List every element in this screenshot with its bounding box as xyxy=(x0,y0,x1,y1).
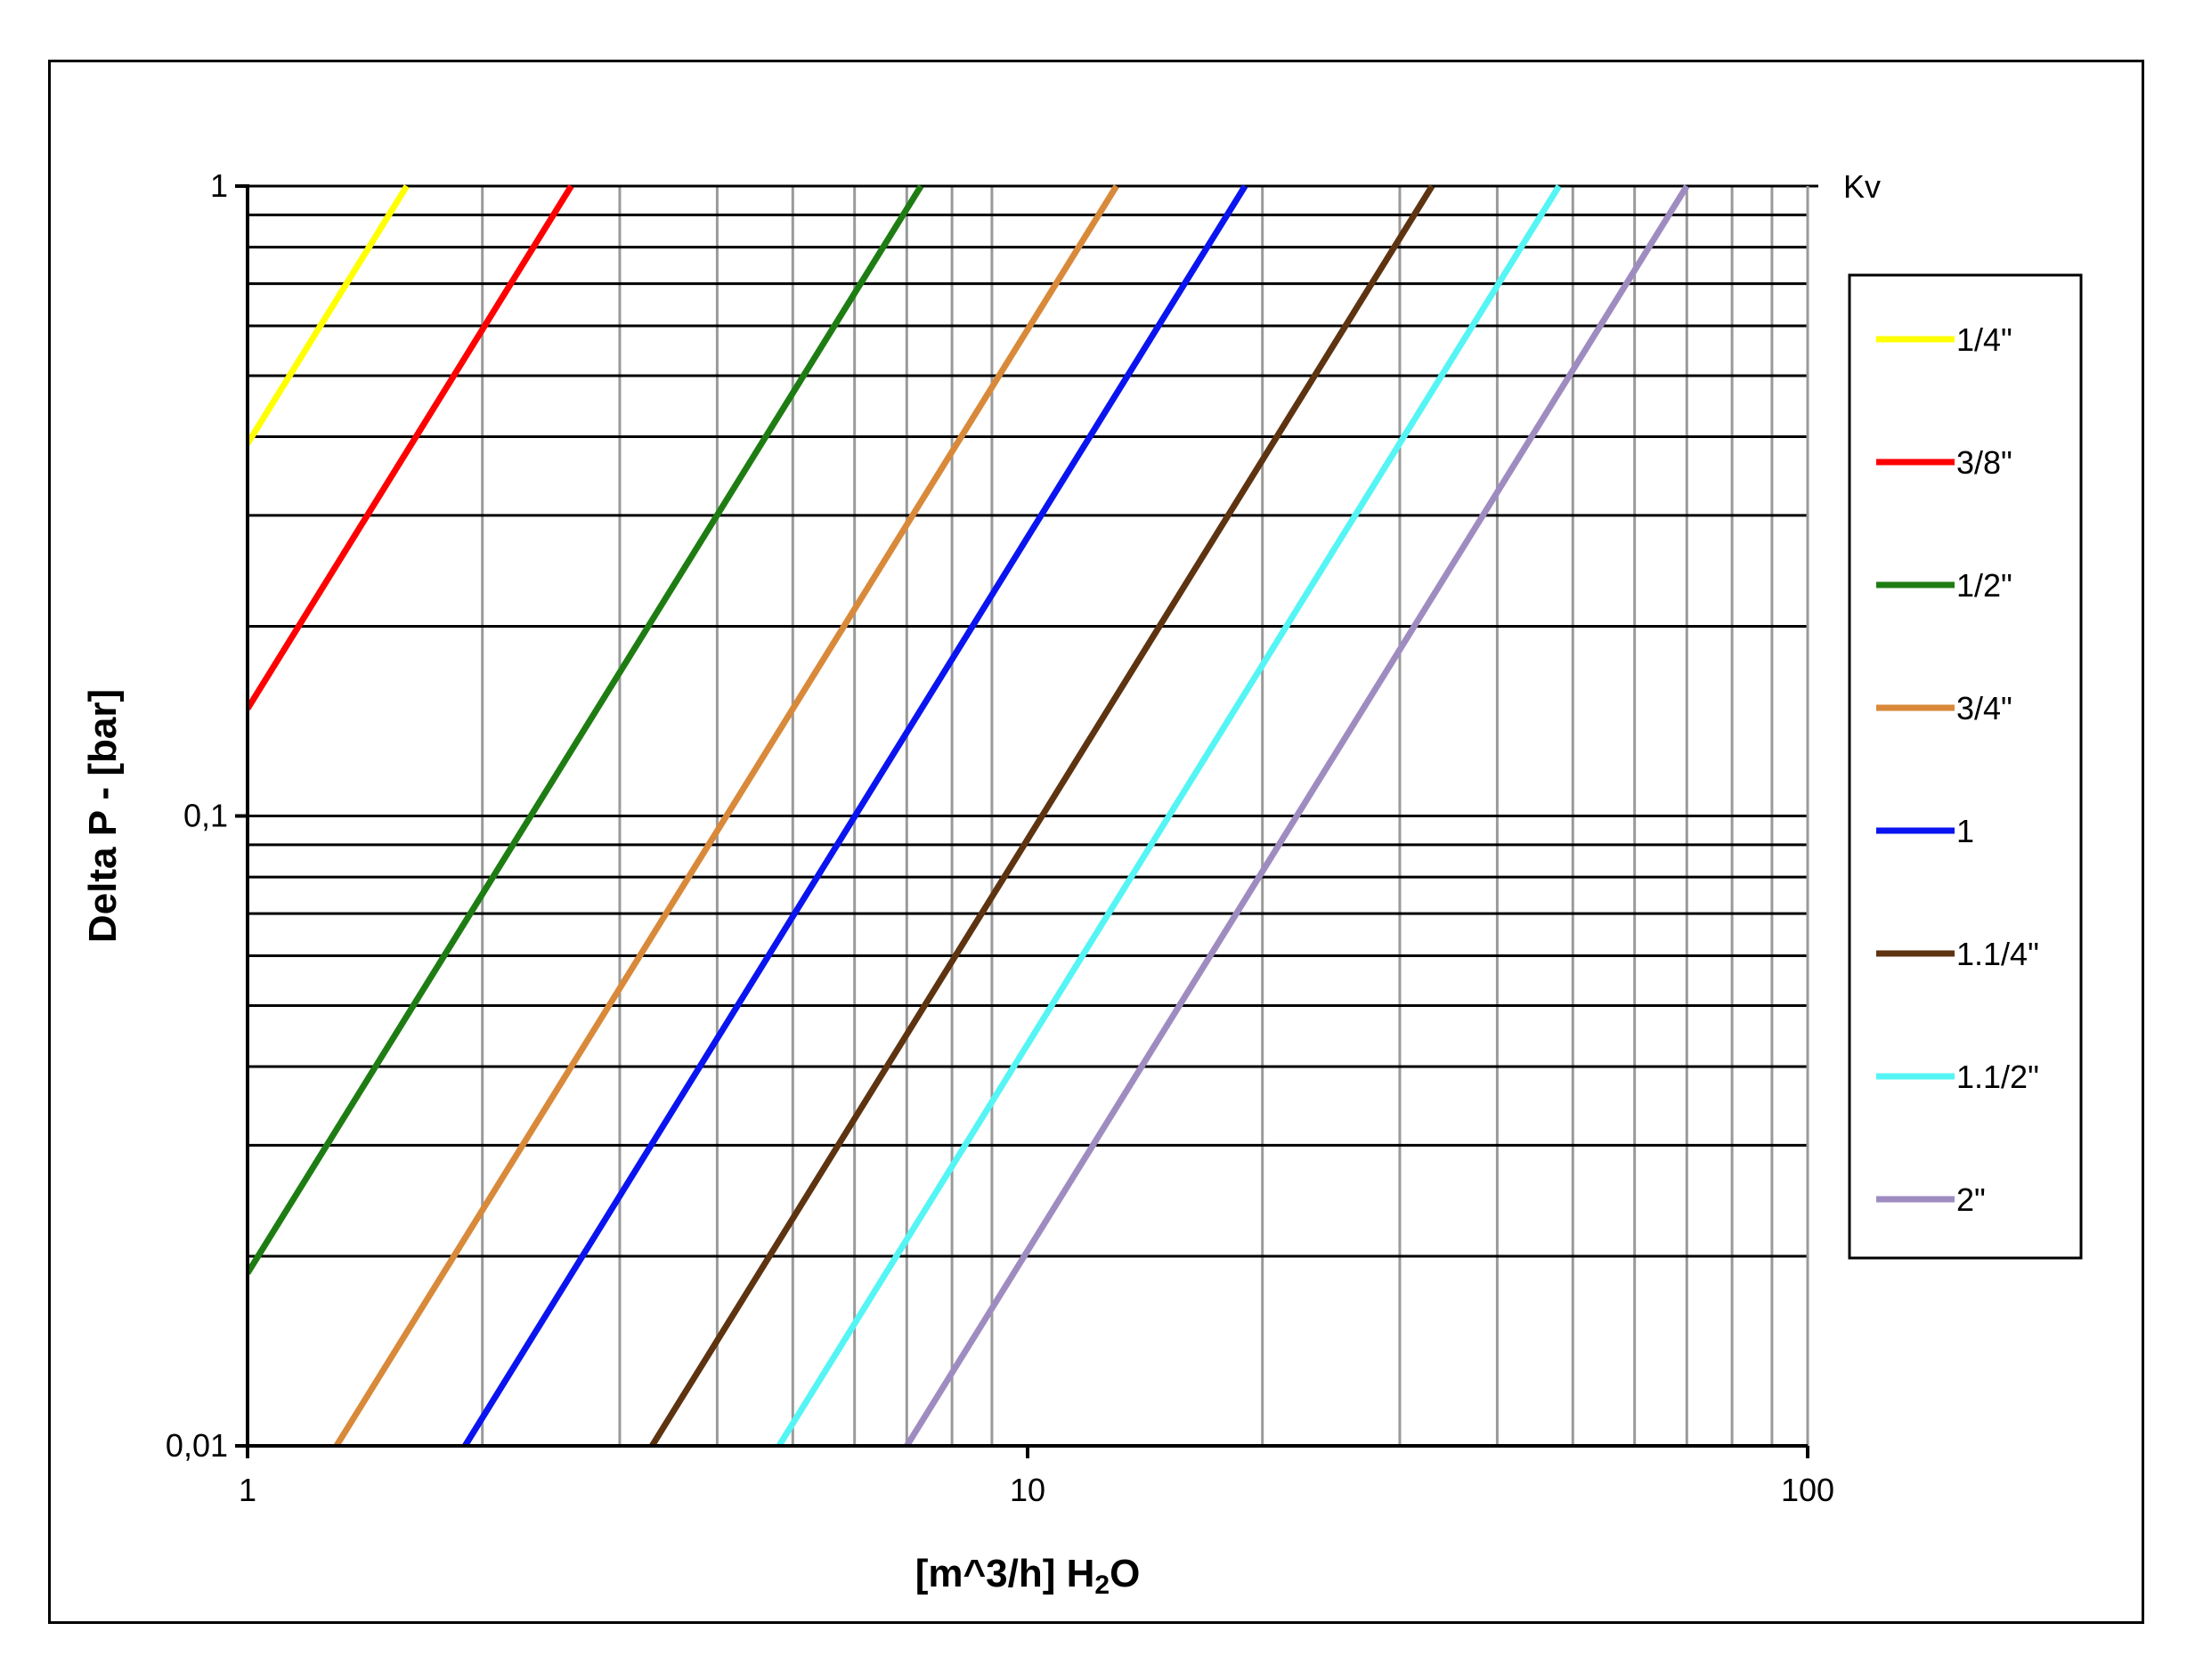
series-line-1-2- xyxy=(248,184,924,1275)
legend-label: 2" xyxy=(1956,1181,1986,1218)
legend-label: 1.1/4" xyxy=(1956,936,2039,972)
kv-corner-label: Kv xyxy=(1843,168,1881,205)
series-lines xyxy=(248,184,1690,1448)
y-axis-title: Delta P - [bar] xyxy=(81,689,125,943)
legend-label: 3/4" xyxy=(1956,690,2012,726)
y-tick-label: 0,1 xyxy=(183,798,228,834)
x-axis-title: [m^3/h] H2O xyxy=(915,1552,1141,1600)
series-line-1-1-2- xyxy=(776,184,1562,1448)
legend: 1/4" 3/8" 1/2" 3/4" 1 1.1/4" 1.1/2" 2" xyxy=(1848,273,2083,1260)
legend-label: 1/2" xyxy=(1956,567,2012,604)
grid xyxy=(248,184,1818,1446)
legend-label: 1.1/2" xyxy=(1956,1059,2039,1095)
x-axis-title-main: [m^3/h] H xyxy=(915,1552,1095,1595)
x-tick-label: 1 xyxy=(239,1472,256,1508)
legend-box xyxy=(1848,273,2083,1260)
series-line-1-4- xyxy=(248,184,410,446)
series-line-3-4- xyxy=(333,184,1119,1448)
axes: 0,01 0,1 1 1 10 100 xyxy=(166,167,1834,1508)
legend-label: 1/4" xyxy=(1956,321,2012,358)
series-line-1-1-4- xyxy=(649,184,1435,1448)
x-axis-title-subscript: 2 xyxy=(1094,1570,1110,1600)
chart-frame xyxy=(48,60,2144,1624)
series-line-2- xyxy=(904,184,1690,1448)
y-tick-label: 1 xyxy=(210,167,228,204)
legend-label: 3/8" xyxy=(1956,444,2012,481)
x-tick-label: 10 xyxy=(1010,1472,1045,1508)
series-line-3-8- xyxy=(248,184,574,710)
x-axis-title-suffix: O xyxy=(1110,1552,1140,1595)
y-tick-label: 0,01 xyxy=(166,1427,228,1464)
x-tick-label: 100 xyxy=(1781,1472,1834,1508)
series-line-1 xyxy=(462,184,1248,1448)
legend-label: 1 xyxy=(1956,813,1974,849)
